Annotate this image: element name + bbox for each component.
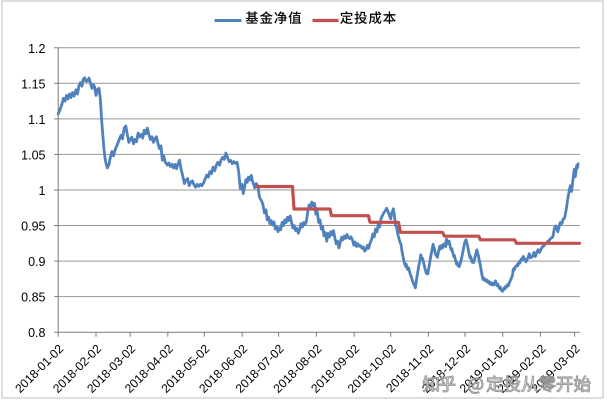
svg-text:0.9: 0.9 (28, 255, 45, 269)
svg-text:0.8: 0.8 (28, 326, 45, 340)
svg-text:0.95: 0.95 (21, 220, 45, 234)
svg-text:1.15: 1.15 (21, 77, 45, 91)
svg-text:1: 1 (39, 184, 46, 198)
svg-text:1.1: 1.1 (28, 113, 45, 127)
svg-text:0.85: 0.85 (21, 291, 45, 305)
svg-text:1.05: 1.05 (21, 148, 45, 162)
svg-text:1.2: 1.2 (28, 42, 45, 56)
